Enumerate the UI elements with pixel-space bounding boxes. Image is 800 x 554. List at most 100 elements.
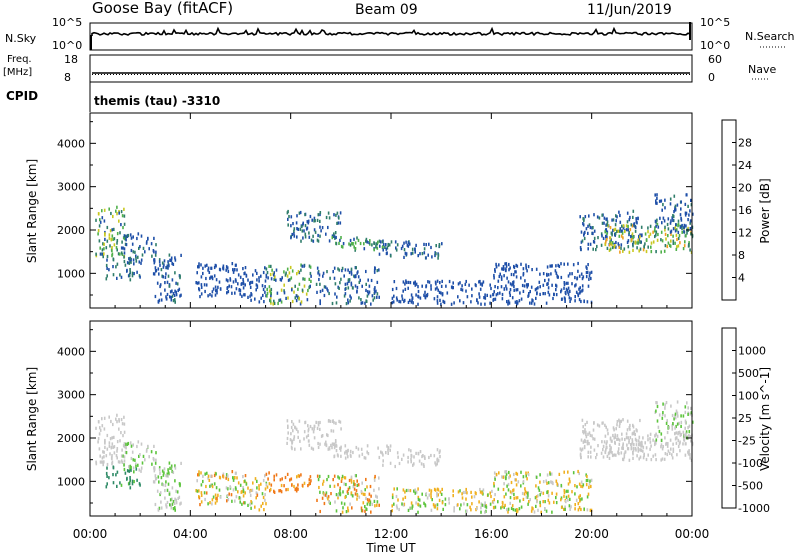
velocity-cell (588, 482, 591, 486)
velocity-cell (475, 508, 477, 512)
velocity-cell (661, 457, 664, 461)
power-cell (202, 271, 204, 276)
power-cell (111, 249, 113, 253)
velocity-cell (665, 401, 668, 405)
velocity-cell (376, 495, 378, 499)
power-cell (120, 246, 123, 250)
power-cell (290, 224, 292, 228)
velocity-cell (317, 423, 320, 427)
velocity-cell (247, 486, 249, 490)
velocity-cell (565, 489, 568, 493)
velocity-cell (520, 484, 522, 488)
power-cell (120, 223, 122, 227)
velocity-cell (493, 471, 496, 475)
velocity-cell (295, 427, 298, 431)
velocity-cell (480, 510, 482, 514)
velocity-cell (667, 442, 669, 446)
velocity-cell (462, 490, 465, 495)
velocity-cell (309, 475, 312, 479)
power-cell (338, 216, 340, 220)
velocity-cell (311, 427, 314, 431)
power-cell (116, 212, 118, 216)
velocity-cell (544, 500, 546, 504)
power-cell (579, 246, 582, 250)
power-cell (171, 261, 173, 266)
velocity-cell (422, 463, 425, 467)
velocity-cell (328, 499, 330, 504)
power-cell (297, 270, 300, 274)
cpid-value: themis (tau) -3310 (94, 94, 220, 108)
power-cell (621, 224, 623, 228)
power-cell (261, 284, 264, 288)
velocity-cell (614, 440, 616, 444)
velocity-cell (539, 500, 541, 504)
velocity-cell (286, 419, 289, 423)
power-cell (670, 229, 673, 233)
velocity-cell (639, 448, 641, 452)
power-cell (322, 274, 324, 278)
velocity-cell (625, 436, 628, 440)
velocity-cell (530, 509, 533, 513)
velocity-cell (394, 464, 396, 469)
velocity-cell (348, 486, 351, 490)
velocity-cell (338, 419, 340, 423)
power-cell (251, 280, 254, 284)
power-cell (405, 252, 408, 256)
power-cell (319, 225, 321, 229)
power-cell (636, 246, 638, 250)
power-cell (215, 289, 217, 293)
power-cell (403, 241, 405, 245)
velocity-cell (361, 509, 364, 513)
power-cell (407, 244, 410, 248)
velocity-cell (574, 507, 576, 511)
velocity-cell (402, 503, 405, 507)
velocity-cell (347, 509, 350, 513)
power-cell (364, 301, 366, 305)
velocity-cell (335, 443, 337, 448)
velocity-cell (249, 490, 251, 494)
power-cell (655, 233, 657, 237)
power-cell (296, 227, 298, 231)
velocity-cell (633, 432, 635, 436)
power-cell (343, 274, 345, 278)
velocity-cell (357, 447, 360, 451)
velocity-cell (339, 493, 342, 497)
velocity-cell (655, 441, 657, 445)
velocity-cell (345, 510, 348, 514)
velocity-cell (611, 453, 614, 458)
velocity-cell (453, 509, 455, 513)
velocity-cell (684, 419, 687, 423)
velocity-cell (515, 471, 517, 475)
velocity-cell (297, 430, 299, 434)
velocity-cell (493, 498, 495, 502)
velocity-cell (398, 507, 400, 512)
power-cell (348, 242, 350, 246)
velocity-cell (640, 448, 642, 453)
power-cell (478, 295, 481, 299)
power-cell (132, 258, 135, 262)
power-cell (348, 270, 351, 275)
power-cell (198, 287, 200, 291)
velocity-cell (494, 493, 496, 497)
velocity-cell (345, 482, 347, 487)
power-cell (307, 288, 309, 293)
velocity-cell (639, 443, 641, 447)
power-cell (374, 266, 376, 270)
power-cell (298, 296, 300, 300)
power-cell (626, 211, 629, 215)
power-cell (475, 284, 477, 288)
power-cell (619, 250, 621, 254)
velocity-cell (258, 484, 260, 488)
velocity-cell (281, 477, 283, 481)
power-cell (242, 286, 245, 290)
power-cell (273, 299, 275, 303)
velocity-cell (484, 504, 487, 508)
velocity-cell (656, 419, 659, 423)
power-cell (632, 240, 635, 244)
velocity-cell (374, 504, 376, 508)
beam-title: Beam 09 (355, 2, 418, 18)
velocity-cell (637, 449, 640, 453)
velocity-cell (591, 434, 593, 438)
power-cell (415, 293, 417, 297)
velocity-cell (362, 501, 365, 505)
